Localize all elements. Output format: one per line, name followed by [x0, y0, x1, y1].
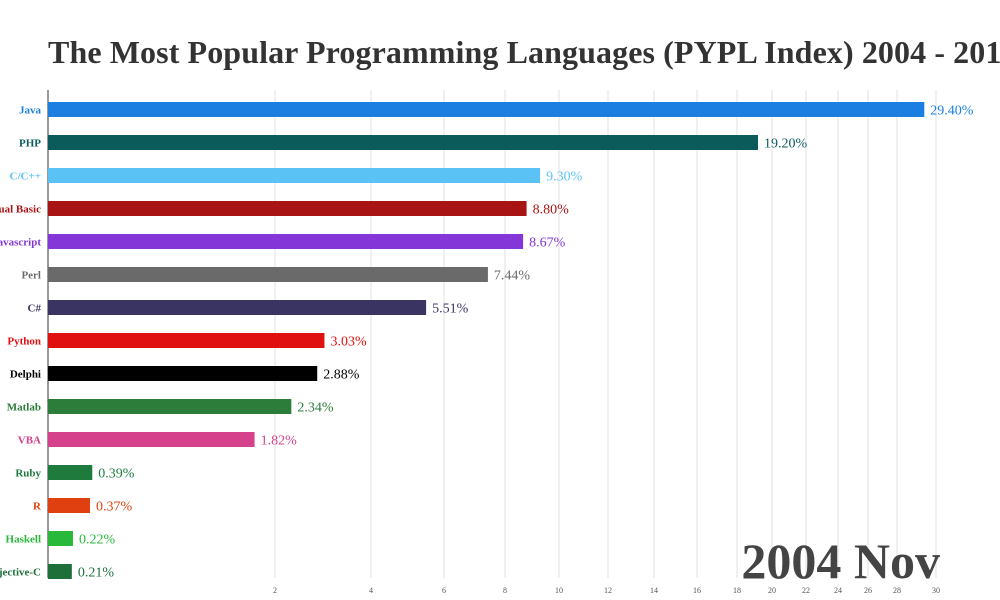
x-tick-label: 18 [733, 586, 741, 595]
x-tick-label: 28 [893, 586, 901, 595]
category-label: C# [28, 303, 42, 315]
value-label: 2.88% [323, 368, 360, 383]
x-tick-label: 30 [932, 586, 940, 595]
category-label: VBA [18, 435, 41, 447]
value-label: 0.39% [98, 467, 135, 482]
x-tick-label: 6 [442, 586, 446, 595]
x-tick-label: 22 [802, 586, 810, 595]
x-axis-ticks: 2 4 6 8 10 12 14 16 18 20 22 24 26 28 30 [273, 586, 940, 595]
category-label: C/C++ [10, 171, 41, 183]
x-tick-label: 20 [768, 586, 776, 595]
category-label: Java [19, 105, 42, 117]
category-label: Haskell [6, 534, 41, 546]
category-label: Perl [21, 270, 41, 282]
period-label: 2004 Nov [741, 533, 940, 589]
value-label: 8.80% [533, 203, 570, 218]
x-tick-label: 4 [369, 586, 373, 595]
category-label: PHP [19, 138, 41, 150]
bars: Java 29.40% PHP 19.20% C/C++ 9.30% Visual Basi… [0, 102, 974, 581]
category-label: Javascript [0, 237, 41, 249]
bar-c- [48, 300, 427, 315]
bar-javascript [48, 234, 524, 249]
bar-haskell [48, 531, 73, 546]
x-tick-label: 26 [864, 586, 872, 595]
bar-python [48, 333, 325, 348]
value-label: 7.44% [494, 269, 531, 284]
bar-ruby [48, 465, 93, 480]
value-label: 8.67% [529, 236, 566, 251]
category-label: Visual Basic [0, 204, 41, 216]
value-label: 29.40% [930, 104, 974, 119]
category-label: Matlab [7, 402, 41, 414]
bar-php [48, 135, 758, 150]
bar-objective-c [48, 564, 72, 579]
value-label: 1.82% [261, 434, 298, 449]
value-label: 3.03% [330, 335, 367, 350]
x-tick-label: 10 [555, 586, 563, 595]
value-label: 9.30% [546, 170, 583, 185]
chart-title: The Most Popular Programming Languages (… [48, 34, 1000, 70]
bar-vba [48, 432, 255, 447]
bar-c-c- [48, 168, 541, 183]
bar-r [48, 498, 90, 513]
x-tick-label: 14 [650, 586, 658, 595]
value-label: 5.51% [432, 302, 469, 317]
x-tick-label: 24 [834, 586, 842, 595]
value-label: 0.22% [79, 533, 116, 548]
category-label: Python [7, 336, 41, 348]
category-label: Objective-C [0, 567, 41, 579]
x-tick-label: 12 [604, 586, 612, 595]
bar-delphi [48, 366, 318, 381]
bar-matlab [48, 399, 292, 414]
value-label: 2.34% [297, 401, 334, 416]
category-label: Delphi [10, 369, 41, 381]
bar-visual-basic [48, 201, 527, 216]
value-label: 0.21% [78, 566, 115, 581]
bar-perl [48, 267, 488, 282]
category-label: R [33, 501, 42, 513]
value-label: 19.20% [764, 137, 808, 152]
bar-java [48, 102, 925, 117]
x-tick-label: 2 [273, 586, 277, 595]
value-label: 0.37% [96, 500, 132, 515]
x-tick-label: 16 [693, 586, 701, 595]
x-tick-label: 8 [503, 586, 507, 595]
category-label: Ruby [15, 468, 41, 480]
